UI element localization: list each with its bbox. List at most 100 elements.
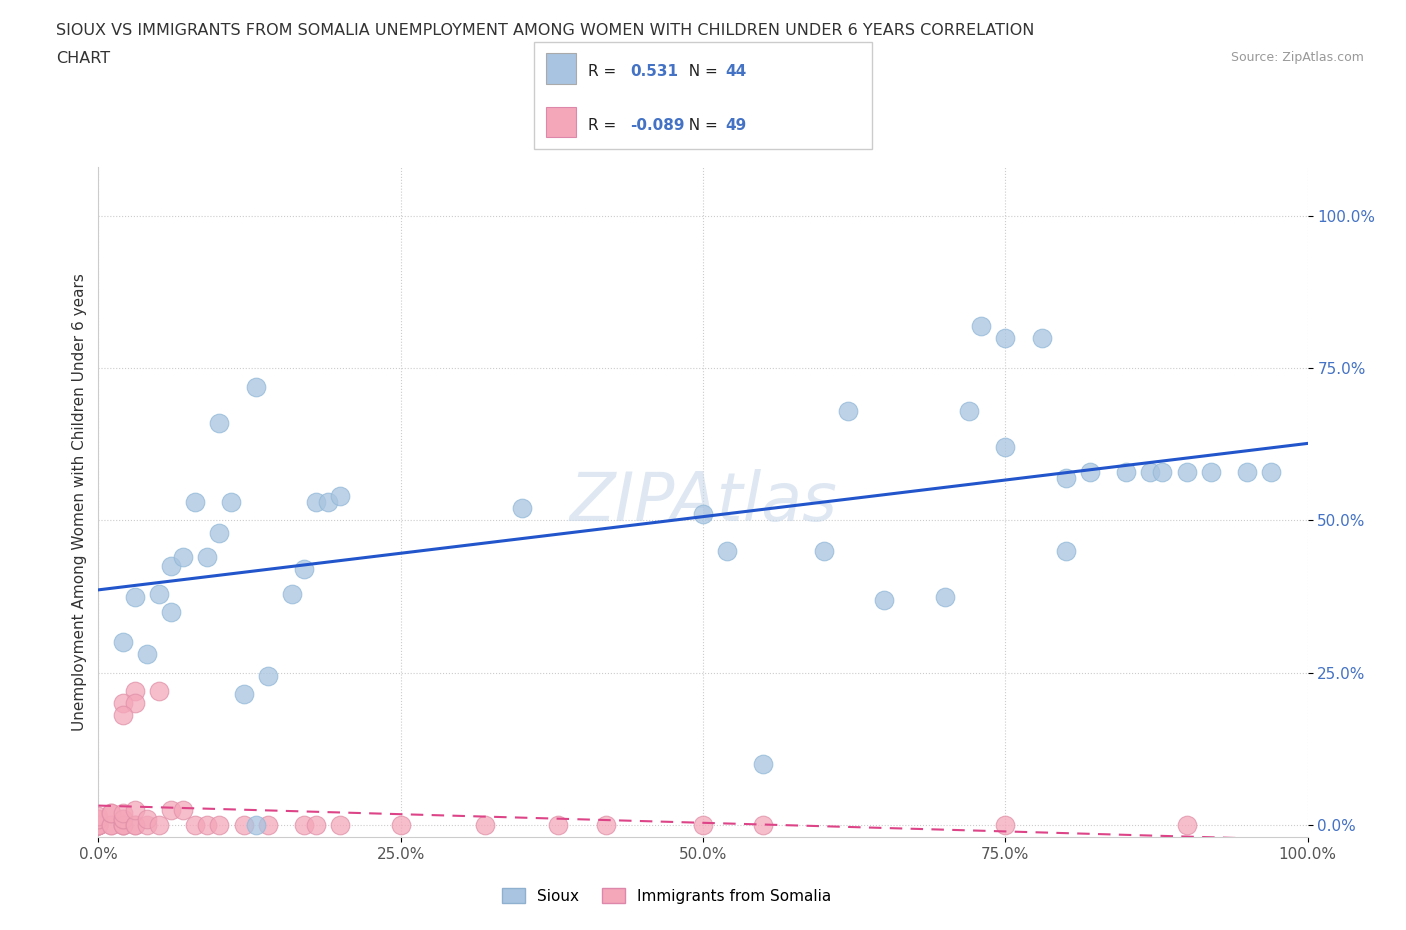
Point <box>208 817 231 832</box>
Point <box>957 404 980 418</box>
Point <box>184 817 207 832</box>
Point <box>135 647 157 662</box>
Point <box>208 416 231 431</box>
Point <box>873 592 896 607</box>
Point <box>934 589 956 604</box>
Point <box>329 817 352 832</box>
Point <box>752 756 775 771</box>
Point <box>994 440 1017 455</box>
Point <box>305 817 328 832</box>
Point <box>172 803 194 817</box>
Point <box>87 808 110 823</box>
Point <box>87 817 110 832</box>
Point <box>1139 464 1161 479</box>
Point <box>100 805 122 820</box>
Point <box>994 330 1017 345</box>
Point <box>100 817 122 832</box>
Point <box>100 805 122 820</box>
Point <box>100 817 122 832</box>
Point <box>595 817 617 832</box>
Point <box>195 550 218 565</box>
Point <box>111 811 134 826</box>
Point <box>87 817 110 832</box>
Point <box>692 817 714 832</box>
Point <box>148 586 170 601</box>
Point <box>547 817 569 832</box>
Text: ZIPAtlas: ZIPAtlas <box>569 470 837 535</box>
Point <box>111 696 134 711</box>
Point <box>1260 464 1282 479</box>
Point <box>124 696 146 711</box>
Point <box>195 817 218 832</box>
Text: -0.089: -0.089 <box>630 118 685 133</box>
Point <box>292 817 315 832</box>
Point <box>111 811 134 826</box>
Point <box>837 404 859 418</box>
Point <box>1199 464 1222 479</box>
Point <box>970 318 993 333</box>
Point <box>148 684 170 698</box>
Point <box>124 803 146 817</box>
Point <box>111 805 134 820</box>
Point <box>1078 464 1101 479</box>
Point <box>135 811 157 826</box>
Point <box>1152 464 1174 479</box>
Point <box>245 379 267 394</box>
Text: 49: 49 <box>725 118 747 133</box>
Point <box>124 684 146 698</box>
Text: R =: R = <box>588 64 621 79</box>
Point <box>184 495 207 510</box>
Point <box>87 811 110 826</box>
Point <box>389 817 412 832</box>
Text: SIOUX VS IMMIGRANTS FROM SOMALIA UNEMPLOYMENT AMONG WOMEN WITH CHILDREN UNDER 6 : SIOUX VS IMMIGRANTS FROM SOMALIA UNEMPLO… <box>56 23 1035 38</box>
Text: N =: N = <box>679 64 723 79</box>
Point <box>232 686 254 701</box>
Point <box>87 817 110 832</box>
Point <box>111 817 134 832</box>
Point <box>752 817 775 832</box>
Point <box>281 586 304 601</box>
Point <box>148 817 170 832</box>
Point <box>692 507 714 522</box>
Point <box>474 817 496 832</box>
Point <box>716 543 738 558</box>
Point <box>160 559 183 574</box>
Point <box>305 495 328 510</box>
Point <box>1115 464 1137 479</box>
Text: 44: 44 <box>725 64 747 79</box>
Text: N =: N = <box>679 118 723 133</box>
Point <box>172 550 194 565</box>
Point <box>124 817 146 832</box>
Point <box>124 589 146 604</box>
Point <box>329 488 352 503</box>
Point <box>994 817 1017 832</box>
Point <box>111 817 134 832</box>
Point <box>232 817 254 832</box>
Point <box>1175 817 1198 832</box>
Point <box>111 708 134 723</box>
Point <box>87 817 110 832</box>
Point <box>1175 464 1198 479</box>
Point <box>245 817 267 832</box>
Point <box>87 817 110 832</box>
Point <box>135 817 157 832</box>
Y-axis label: Unemployment Among Women with Children Under 6 years: Unemployment Among Women with Children U… <box>72 273 87 731</box>
Point <box>111 635 134 650</box>
Text: R =: R = <box>588 118 621 133</box>
Point <box>1236 464 1258 479</box>
Point <box>316 495 339 510</box>
Point <box>1031 330 1053 345</box>
Legend: Sioux, Immigrants from Somalia: Sioux, Immigrants from Somalia <box>496 882 838 910</box>
Point <box>87 811 110 826</box>
Text: CHART: CHART <box>56 51 110 66</box>
Point <box>1054 471 1077 485</box>
Point <box>87 817 110 832</box>
Point <box>208 525 231 540</box>
Point <box>1054 543 1077 558</box>
Point <box>124 817 146 832</box>
Point <box>111 817 134 832</box>
Point <box>256 817 278 832</box>
Point <box>221 495 243 510</box>
Text: 0.531: 0.531 <box>630 64 678 79</box>
Text: Source: ZipAtlas.com: Source: ZipAtlas.com <box>1230 51 1364 64</box>
